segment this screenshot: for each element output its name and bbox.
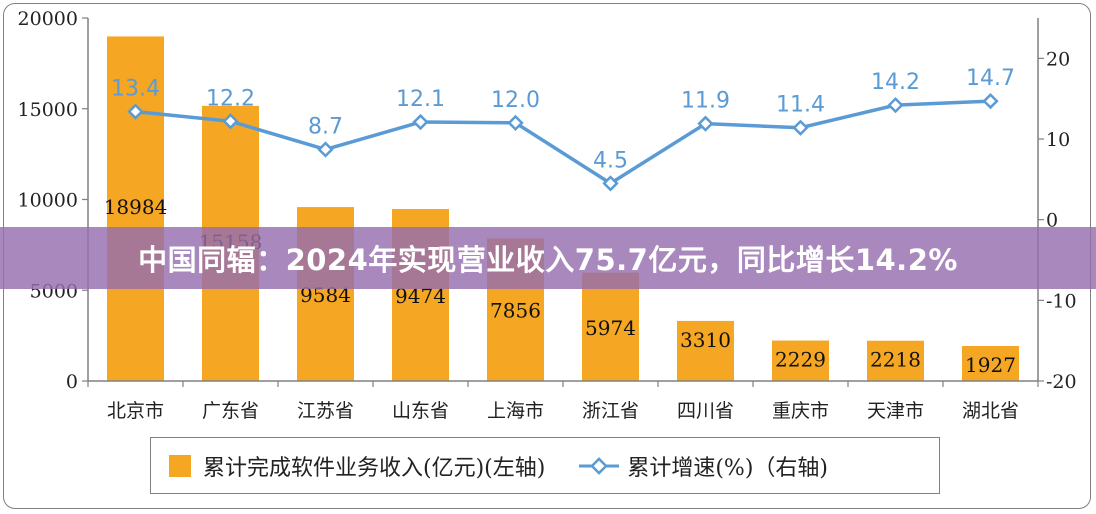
bar-label-5: 5974 <box>585 316 636 340</box>
growth-marker-4 <box>507 114 524 131</box>
x-tick-label-6: 四川省 <box>677 400 734 422</box>
chart-legend: 累计完成软件业务收入(亿元)(左轴) 累计增速(%)（右轴) <box>150 437 940 494</box>
growth-label-4: 12.0 <box>491 88 540 113</box>
headline-title: 中国同辐：2024年实现营业收入75.7亿元，同比增长14.2% <box>138 243 958 277</box>
left-tick-label-0: 0 <box>66 371 78 393</box>
growth-label-1: 12.2 <box>206 86 255 111</box>
growth-label-7: 11.4 <box>776 93 825 118</box>
growth-label-3: 12.1 <box>396 87 445 112</box>
growth-marker-3 <box>412 113 429 131</box>
growth-label-8: 14.2 <box>871 70 920 95</box>
legend-bar-label: 累计完成软件业务收入(亿元)(左轴) <box>203 455 546 481</box>
left-tick-label-4: 20000 <box>18 8 78 30</box>
x-tick-label-9: 湖北省 <box>962 400 1019 422</box>
x-tick-label-0: 北京市 <box>107 400 164 422</box>
bar-7 <box>772 340 829 381</box>
right-tick-label-2: 0 <box>1046 210 1058 232</box>
growth-label-5: 4.5 <box>593 148 628 173</box>
legend-bar-swatch <box>169 454 191 477</box>
x-tick-label-1: 广东省 <box>202 400 259 422</box>
bar-label-8: 2218 <box>870 348 921 372</box>
x-tick-label-5: 浙江省 <box>582 400 639 422</box>
left-tick-label-2: 10000 <box>18 190 78 212</box>
legend-item-revenue: 累计完成软件业务收入(亿元)(左轴) <box>151 450 545 482</box>
right-tick-label-4: 20 <box>1046 48 1070 70</box>
growth-marker-6 <box>697 115 714 132</box>
legend-line-label: 累计增速(%)（右轴) <box>627 455 828 481</box>
x-tick-label-7: 重庆市 <box>772 400 829 422</box>
growth-label-0: 13.4 <box>111 77 160 102</box>
left-tick-label-3: 15000 <box>18 99 78 121</box>
right-tick-label-0: -20 <box>1046 371 1077 393</box>
growth-marker-1 <box>222 113 239 130</box>
bar-6 <box>677 320 734 381</box>
bar-label-0: 18984 <box>104 195 168 219</box>
bar-label-6: 3310 <box>680 328 731 352</box>
growth-marker-7 <box>792 119 809 136</box>
x-tick-label-2: 江苏省 <box>297 400 354 422</box>
growth-label-9: 14.7 <box>966 66 1015 91</box>
headline-banner: 中国同辐：2024年实现营业收入75.7亿元，同比增长14.2% <box>0 227 1096 289</box>
growth-label-2: 8.7 <box>308 114 343 139</box>
growth-marker-0 <box>127 103 144 120</box>
growth-marker-8 <box>887 96 904 114</box>
legend-line-swatch <box>579 456 620 475</box>
legend-item-growth: 累计增速(%)（右轴) <box>559 450 828 482</box>
bar-label-7: 2229 <box>775 348 826 372</box>
bar-9 <box>962 346 1019 381</box>
x-tick-label-4: 上海市 <box>487 400 544 422</box>
x-tick-label-8: 天津市 <box>867 400 924 422</box>
bar-label-9: 1927 <box>965 353 1016 377</box>
growth-marker-9 <box>982 92 999 110</box>
growth-label-6: 11.9 <box>681 89 730 114</box>
x-tick-label-3: 山东省 <box>392 400 449 422</box>
growth-marker-5 <box>602 175 619 192</box>
bar-0 <box>107 36 164 381</box>
right-tick-label-1: -10 <box>1046 290 1077 312</box>
right-tick-label-3: 10 <box>1046 129 1070 151</box>
bar-5 <box>582 272 639 381</box>
growth-line <box>135 99 991 186</box>
bar-8 <box>867 340 924 381</box>
bar-label-4: 7856 <box>490 299 541 323</box>
growth-marker-2 <box>317 141 334 158</box>
